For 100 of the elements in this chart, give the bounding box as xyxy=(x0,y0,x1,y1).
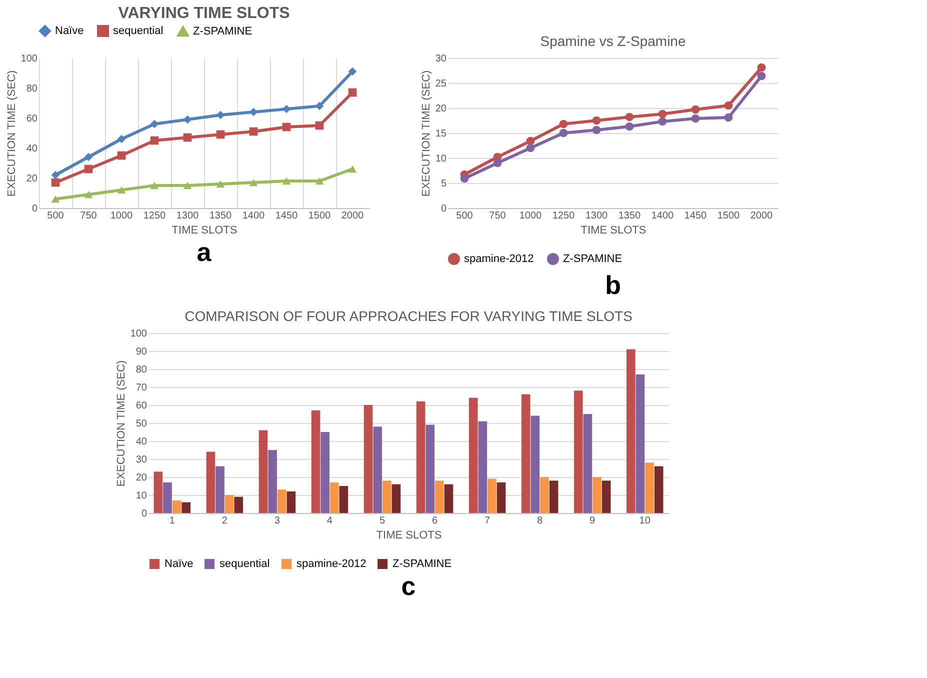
point xyxy=(315,121,324,130)
bar xyxy=(320,432,330,513)
x-tick-label: 1350 xyxy=(209,210,232,222)
point xyxy=(348,88,357,97)
bar xyxy=(602,480,611,513)
text: b xyxy=(605,270,621,300)
point xyxy=(183,115,192,124)
x-tick-label: 500 xyxy=(47,210,64,222)
bar xyxy=(434,480,444,513)
point xyxy=(625,112,634,122)
point xyxy=(150,136,159,145)
legend-label: sequential xyxy=(113,25,164,37)
bar xyxy=(206,452,216,513)
point xyxy=(757,63,766,72)
point xyxy=(559,120,568,128)
x-tick-label: 1300 xyxy=(176,210,200,222)
legend-label: Z-SPAMINE xyxy=(563,253,622,265)
bar xyxy=(373,426,382,513)
point xyxy=(691,114,700,123)
x-tick-label: 6 xyxy=(432,516,438,526)
y-tick-label: 100 xyxy=(20,54,38,64)
legend-label: Naïve xyxy=(164,558,194,570)
point xyxy=(150,120,159,128)
bar xyxy=(416,401,426,513)
point xyxy=(691,105,700,114)
x-tick-label: 1 xyxy=(169,516,176,526)
legend-label: spamine-2012 xyxy=(464,253,534,265)
y-tick-label: 100 xyxy=(130,328,148,340)
point xyxy=(559,128,568,138)
text: a xyxy=(196,237,212,267)
y-tick-label: 60 xyxy=(26,114,38,124)
point xyxy=(51,195,60,203)
y-tick-label: 50 xyxy=(136,418,148,430)
x-tick-label: 8 xyxy=(537,516,544,526)
x-axis-title: TIME SLOTS xyxy=(580,224,646,236)
point xyxy=(216,130,225,139)
y-tick-label: 25 xyxy=(435,78,447,90)
bar xyxy=(277,490,286,513)
bar xyxy=(654,466,664,513)
bar xyxy=(182,502,191,513)
x-tick-label: 1400 xyxy=(242,210,266,222)
point xyxy=(348,165,357,173)
point xyxy=(249,178,258,186)
text: c xyxy=(401,571,416,601)
bar xyxy=(382,480,392,513)
x-tick-label: 7 xyxy=(484,516,491,526)
point xyxy=(526,144,535,152)
y-tick-label: 40 xyxy=(26,144,38,154)
point xyxy=(724,113,733,122)
point xyxy=(84,190,93,198)
y-tick-label: 80 xyxy=(26,84,38,94)
y-axis-title: EXECUTION TIME (SEC) xyxy=(420,70,432,197)
point xyxy=(526,136,535,146)
point xyxy=(51,178,60,187)
bar xyxy=(444,484,454,513)
x-tick-label: 1250 xyxy=(143,210,166,222)
chart-title: COMPARISON OF FOUR APPROACHES FOR VARYING TIME SLOTS xyxy=(184,308,632,324)
y-tick-label: 0 xyxy=(440,204,447,214)
y-tick-label: 80 xyxy=(136,364,148,376)
x-tick-label: 1450 xyxy=(275,210,298,222)
point xyxy=(658,110,667,118)
x-tick-label: 1300 xyxy=(585,210,608,222)
bar xyxy=(258,430,268,513)
x-tick-label: 2 xyxy=(222,516,228,526)
y-tick-label: 20 xyxy=(435,104,447,114)
point xyxy=(724,101,733,110)
y-tick-label: 0 xyxy=(141,508,148,520)
bar xyxy=(645,462,654,513)
point xyxy=(84,164,93,174)
point xyxy=(315,177,324,185)
point xyxy=(183,133,192,142)
y-tick-label: 20 xyxy=(136,472,148,484)
bar xyxy=(592,477,602,513)
bar xyxy=(224,495,234,513)
legend-label: Z-SPAMINE xyxy=(193,25,252,38)
bar xyxy=(163,482,172,513)
bar xyxy=(234,496,244,513)
point xyxy=(117,151,126,160)
chart-title: VARYING TIME SLOTS xyxy=(118,5,290,22)
x-tick-label: 1000 xyxy=(110,210,134,222)
point xyxy=(249,127,258,136)
y-tick-label: 5 xyxy=(440,178,447,190)
bar xyxy=(488,478,496,513)
legend-label: spamine-2012 xyxy=(296,558,366,570)
y-tick-label: 40 xyxy=(136,436,148,448)
x-tick-label: 2000 xyxy=(341,210,364,222)
point xyxy=(183,182,192,190)
y-tick-label: 90 xyxy=(136,346,148,358)
x-tick-label: 1400 xyxy=(651,210,674,222)
point xyxy=(625,122,634,131)
x-tick-label: 1500 xyxy=(717,210,740,222)
legend-label: sequential xyxy=(220,558,270,570)
point xyxy=(592,126,601,134)
point xyxy=(315,102,324,110)
point xyxy=(117,134,126,144)
chart-title: Spamine vs Z-Spamine xyxy=(540,33,686,49)
bar xyxy=(216,466,224,513)
y-tick-label: 10 xyxy=(435,154,447,164)
y-tick-label: 0 xyxy=(32,204,38,214)
point xyxy=(84,152,93,162)
